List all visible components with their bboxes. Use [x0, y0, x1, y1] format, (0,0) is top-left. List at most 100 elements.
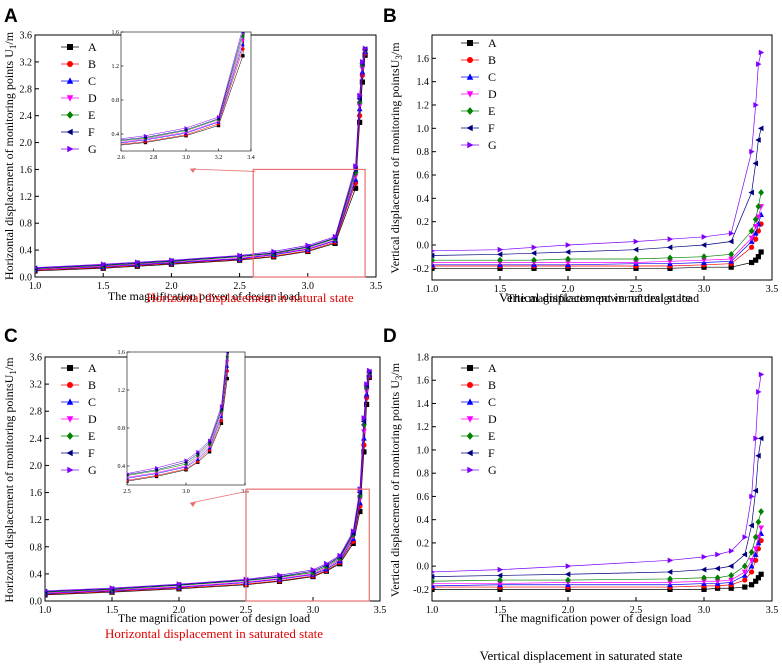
legend-marker-g	[67, 145, 74, 153]
data-point-g	[362, 45, 369, 52]
data-point-g	[432, 249, 436, 253]
y-axis-title-unit: /m	[388, 362, 402, 375]
inset-series-group	[127, 187, 237, 483]
legend-label-a: A	[88, 40, 97, 54]
data-point-a	[352, 185, 359, 191]
legend-label-d: D	[88, 412, 97, 426]
data-point-e	[741, 562, 748, 570]
plot-frame	[431, 356, 773, 602]
data-point-b	[742, 577, 748, 583]
legend-label-g: G	[488, 138, 497, 152]
data-point-a	[359, 79, 365, 85]
zoom-arrow-head	[190, 502, 196, 507]
legend-label-c: C	[88, 395, 96, 409]
data-point-g	[310, 566, 317, 573]
legend-label-d: D	[488, 87, 497, 101]
data-point-g	[324, 560, 330, 567]
data-point-f	[432, 252, 435, 259]
inset-data-point-f	[183, 127, 188, 132]
inset-data-point-e	[231, 203, 235, 207]
x-axis-title: The magnification power of design load	[507, 291, 699, 305]
y-tick-label: -0.2	[413, 585, 429, 596]
data-point-f	[496, 251, 503, 258]
inset-data-point-a	[207, 450, 212, 454]
data-point-e	[701, 253, 707, 261]
data-point-f	[564, 571, 571, 578]
data-point-c	[752, 551, 759, 557]
data-point-f	[666, 244, 673, 251]
inset-data-point-f	[229, 250, 233, 254]
y-tick-label: 0.4	[30, 569, 43, 580]
y-tick-label: 2.8	[20, 84, 33, 95]
inset-y-tick-label: 0.4	[118, 464, 126, 470]
data-point-g	[667, 236, 674, 243]
x-tick-label: 3.0	[307, 605, 320, 616]
y-axis-title-unit: /m	[2, 357, 16, 370]
data-point-d	[728, 577, 735, 584]
data-point-c	[748, 563, 755, 569]
inset-data-point-a	[225, 376, 229, 381]
y-tick-label: 1.6	[20, 165, 33, 176]
data-point-g	[271, 248, 277, 255]
inset-data-point-e	[207, 441, 212, 447]
chart-panel-d: D 1.0 1.5 2.0 2.5 3.0 3.5 -0.2 0.0 0.2 0.4 0.6 0.8 1.…	[383, 326, 778, 663]
inset-data-point-f	[216, 116, 221, 121]
data-point-f	[748, 522, 754, 529]
y-axis-title-subscript: 3	[394, 55, 404, 60]
legend-marker-d	[466, 416, 474, 423]
inset-data-point-f	[154, 467, 159, 472]
legend-label-c: C	[88, 74, 96, 88]
y-axis-title-subscript: 1	[8, 45, 18, 50]
x-tick-label: 2.0	[562, 605, 575, 616]
legend-marker-c	[466, 73, 474, 80]
x-tick-label: 1.5	[106, 605, 119, 616]
y-tick-label: 1.6	[417, 376, 430, 387]
legend-marker-b	[67, 61, 73, 67]
inset-data-point-g	[143, 133, 148, 138]
inset-series-line-g	[127, 352, 228, 474]
inset-data-point-g	[184, 126, 189, 130]
data-point-g	[169, 257, 175, 264]
inset-series-line-d	[127, 352, 228, 478]
data-point-d	[728, 256, 735, 263]
legend-label-g: G	[488, 463, 497, 477]
y-axis-title-unit: /m	[2, 31, 16, 44]
inset-data-point-d	[103, 143, 107, 147]
data-point-f	[752, 487, 759, 494]
data-point-g	[277, 572, 283, 579]
legend-label-a: A	[88, 361, 97, 375]
series-group	[432, 49, 765, 271]
y-axis-title: Horizontal displacement of monitoring po…	[2, 357, 18, 603]
legend-label-c: C	[488, 395, 496, 409]
inset-data-point-b	[229, 284, 232, 287]
inset-series-line-b	[127, 352, 229, 481]
legend-marker-f	[466, 449, 473, 457]
inset-data-point-b	[234, 187, 237, 190]
y-axis-title: Horizontal displacement of monitoring po…	[2, 31, 18, 280]
data-point-a	[432, 586, 435, 592]
data-point-e	[667, 254, 673, 262]
inset-y-tick-label: 1.2	[112, 64, 120, 70]
data-point-g	[364, 381, 370, 387]
x-axis-title: The magnification power of design load	[118, 611, 310, 625]
data-point-g	[353, 163, 359, 169]
x-tick-label: 3.5	[370, 281, 383, 292]
x-tick-label: 2.0	[562, 284, 575, 295]
panel-caption: Horizontal displacement in natural state	[146, 290, 353, 305]
legend-label-c: C	[488, 70, 496, 84]
data-point-g	[758, 371, 765, 378]
inset-data-point-g	[241, 26, 245, 30]
data-point-g	[756, 388, 762, 395]
data-point-f	[755, 452, 761, 459]
data-point-b	[749, 244, 755, 250]
y-axis-title-subscript: 3	[394, 375, 404, 380]
y-tick-label: 0.0	[417, 562, 430, 573]
data-point-a	[742, 584, 748, 590]
series-group	[432, 371, 765, 592]
data-point-g	[35, 265, 39, 270]
inset-y-tick-label: 0.8	[112, 98, 120, 104]
data-point-e	[701, 574, 707, 582]
y-tick-label: 2.0	[30, 461, 43, 472]
